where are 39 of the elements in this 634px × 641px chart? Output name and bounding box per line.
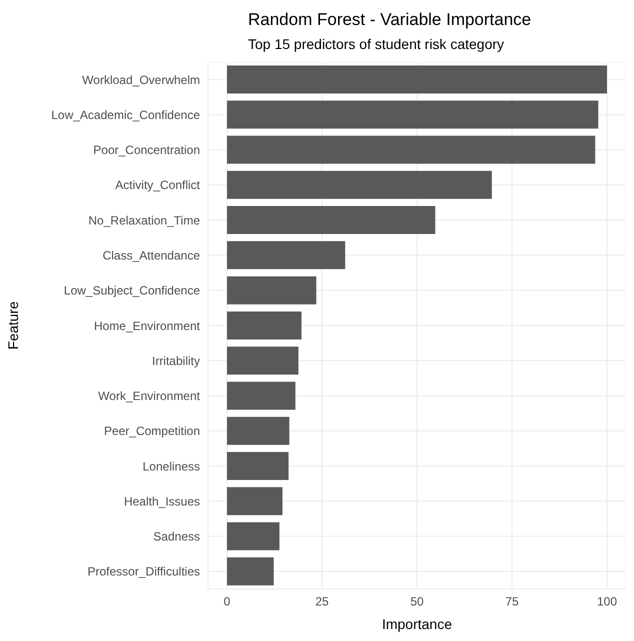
bar (227, 522, 280, 550)
bar (227, 170, 492, 199)
x-axis-title: Importance (382, 616, 452, 632)
bar (227, 206, 436, 234)
x-tick-label: 0 (224, 594, 231, 609)
bar (227, 382, 296, 410)
bar (227, 241, 346, 270)
y-tick-label: Irritability (152, 354, 200, 368)
x-tick-label: 75 (505, 594, 519, 609)
y-tick-label: No_Relaxation_Time (88, 213, 200, 228)
chart-title: Random Forest - Variable Importance (248, 10, 532, 30)
x-tick-label: 100 (596, 594, 618, 609)
y-tick-label: Workload_Overwhelm (82, 72, 200, 87)
y-tick-label: Health_Issues (124, 494, 200, 508)
y-tick-label: Loneliness (142, 459, 200, 474)
chart-subtitle: Top 15 predictors of student risk category (248, 36, 506, 52)
y-tick-label: Work_Environment (98, 389, 201, 404)
bar (227, 100, 598, 129)
y-tick-label: Home_Environment (94, 318, 201, 333)
y-tick-label: Poor_Concentration (93, 143, 200, 158)
bar (227, 557, 274, 586)
y-tick-label: Activity_Conflict (115, 178, 201, 192)
bar (227, 136, 596, 164)
y-tick-label: Professor_Difficulties (88, 564, 200, 579)
y-tick-label: Low_Subject_Confidence (64, 284, 200, 298)
bar (227, 452, 289, 480)
y-tick-label: Class_Attendance (102, 248, 200, 262)
y-tick-label: Sadness (153, 530, 200, 544)
y-tick-label: Peer_Competition (104, 424, 200, 438)
bar (227, 276, 316, 304)
y-tick-label: Low_Academic_Confidence (51, 108, 200, 122)
bar (227, 311, 302, 340)
x-tick-label: 50 (410, 594, 424, 609)
bar (227, 487, 282, 516)
x-tick-label: 25 (315, 594, 329, 609)
bar (227, 66, 607, 94)
bar (227, 416, 290, 445)
bar (227, 346, 298, 375)
y-axis-title: Feature (4, 301, 21, 350)
